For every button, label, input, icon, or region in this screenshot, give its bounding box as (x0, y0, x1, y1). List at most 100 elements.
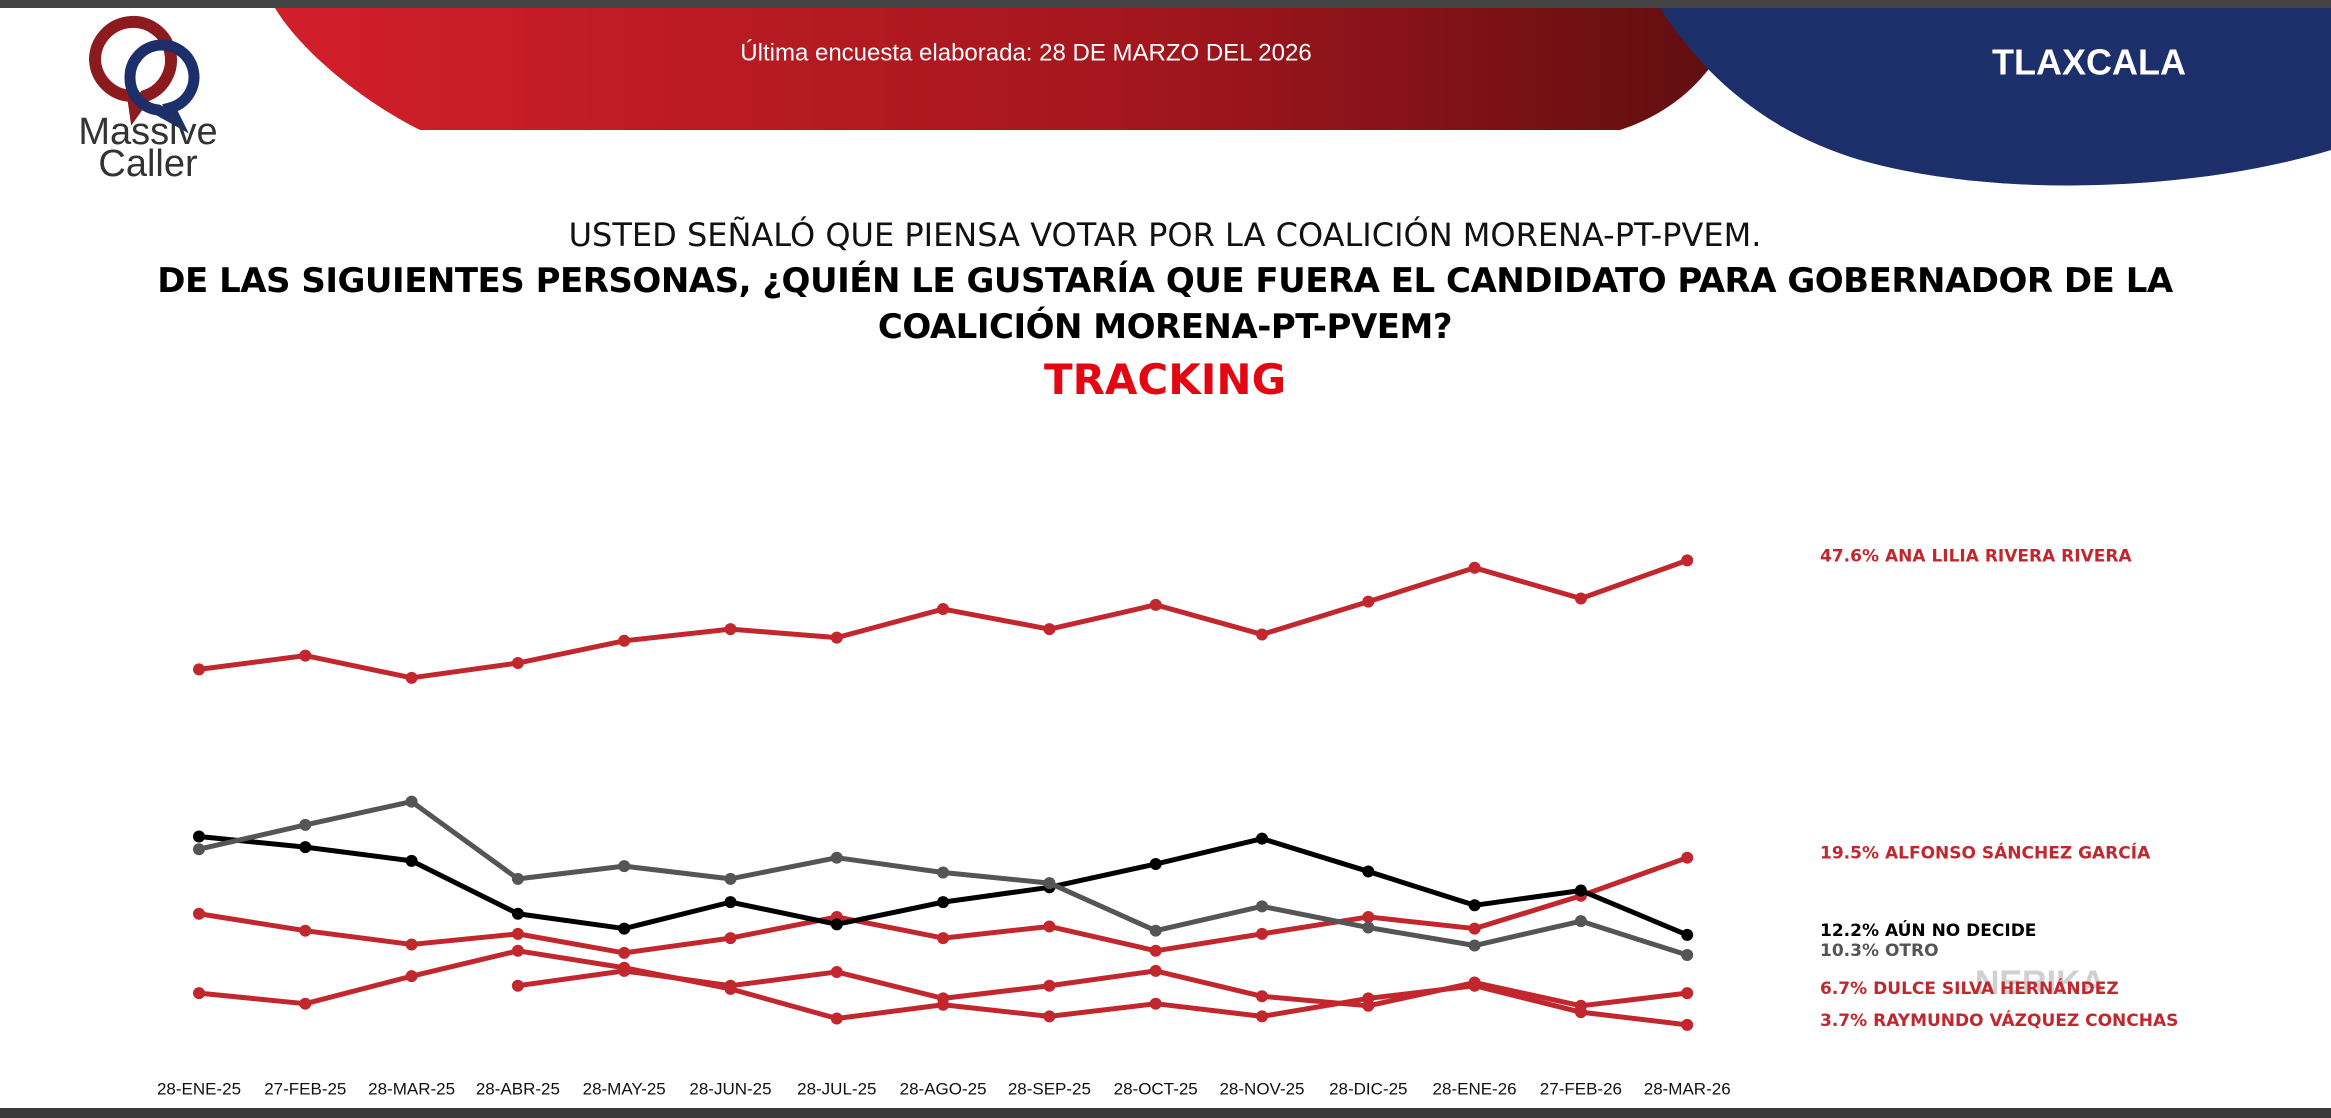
data-point (193, 663, 205, 676)
data-point (1681, 1018, 1694, 1031)
data-point (1256, 628, 1268, 641)
data-point (405, 795, 418, 808)
bottom-border (0, 1108, 2331, 1118)
x-tick-label: 28-MAR-25 (368, 1079, 455, 1098)
data-point (1149, 858, 1162, 871)
series-line (198, 834, 1689, 938)
data-point (1362, 992, 1375, 1005)
tracking-label: TRACKING (1043, 355, 1287, 404)
data-point (1468, 979, 1481, 992)
series-label: 10.3% OTRO (1820, 941, 1939, 961)
data-point (1043, 1010, 1056, 1023)
data-point (618, 946, 631, 959)
series-line (198, 558, 1689, 681)
data-point (1574, 592, 1587, 605)
data-point (511, 979, 524, 992)
titles: USTED SEÑALÓ QUE PIENSA VOTAR POR LA COA… (115, 212, 2215, 410)
data-point (193, 907, 205, 920)
data-point (724, 982, 737, 995)
value-label: 12.2% (1820, 921, 1879, 941)
subtitle: USTED SEÑALÓ QUE PIENSA VOTAR POR LA COA… (568, 216, 1762, 254)
data-point (299, 997, 312, 1010)
data-point (1256, 927, 1268, 940)
legend-name: ANA LILIA RIVERA RIVERA (1885, 546, 2132, 566)
data-point (1149, 997, 1162, 1010)
logo-text: Massive (78, 111, 217, 153)
watermark: NERIKA (1975, 964, 2105, 1002)
value-label: 19.5% (1820, 844, 1879, 864)
data-point (193, 987, 205, 1000)
series-label: 12.2% AÚN NO DECIDE (1820, 919, 2036, 941)
data-point (724, 932, 737, 945)
data-point (1256, 900, 1268, 913)
legend-name: DULCE SILVA HERNÁNDEZ (1873, 977, 2119, 999)
data-point (1362, 865, 1375, 878)
x-tick-label: 28-OCT-25 (1114, 1079, 1198, 1098)
data-point (1043, 877, 1056, 890)
logo (88, 15, 200, 134)
data-point (1149, 944, 1162, 957)
data-point (1468, 899, 1481, 912)
x-tick-label: 28-SEP-25 (1008, 1079, 1091, 1098)
data-point (1149, 924, 1162, 937)
series-label: 47.6% ANA LILIA RIVERA RIVERA (1820, 546, 2132, 566)
chart-title: DE LAS SIGUIENTES PERSONAS, ¿QUIÉN LE GU… (157, 261, 2173, 347)
x-tick-label: 28-ENE-26 (1433, 1079, 1517, 1098)
legend-name: RAYMUNDO VÁZQUEZ CONCHAS (1873, 1009, 2178, 1031)
data-point (193, 843, 205, 856)
data-point (1043, 623, 1056, 636)
data-point (1681, 949, 1694, 962)
data-point (1681, 851, 1694, 864)
value-label: 3.7% (1820, 1011, 1867, 1031)
logo-bubble (88, 15, 177, 126)
series-line (198, 948, 1688, 1028)
state-name: TLAXCALA (1992, 42, 2186, 83)
data-point (299, 924, 312, 937)
blue-banner (1660, 8, 2331, 186)
x-tick-label: 27-FEB-25 (264, 1079, 346, 1098)
data-point (1043, 920, 1056, 933)
data-point (1574, 915, 1587, 928)
series-label: 6.7% DULCE SILVA HERNÁNDEZ (1820, 977, 2119, 999)
value-label: 10.3% (1820, 941, 1879, 961)
data-point (1149, 598, 1162, 611)
data-point (1043, 979, 1056, 992)
data-point (937, 603, 950, 616)
data-point (511, 907, 524, 920)
data-point (299, 649, 312, 662)
data-point (405, 938, 418, 951)
data-point (299, 841, 312, 854)
top-border (0, 0, 2331, 8)
legend-name: ALFONSO SÁNCHEZ GARCÍA (1885, 842, 2151, 864)
series-line (517, 968, 1688, 1009)
x-tick-label: 28-MAR-26 (1644, 1079, 1731, 1098)
red-banner (275, 8, 1740, 130)
data-point (937, 896, 950, 909)
data-point (1468, 939, 1481, 952)
data-point (511, 657, 524, 670)
data-point (724, 623, 737, 636)
series-label: 3.7% RAYMUNDO VÁZQUEZ CONCHAS (1820, 1009, 2178, 1031)
logo-bubble (124, 39, 200, 134)
data-point (618, 961, 631, 974)
data-point (1574, 884, 1587, 897)
data-point (830, 1012, 843, 1025)
data-point (1681, 928, 1694, 941)
data-point (1362, 595, 1375, 608)
series-label: 19.5% ALFONSO SÁNCHEZ GARCÍA (1820, 842, 2151, 864)
data-point (1362, 921, 1375, 934)
data-point (618, 860, 631, 873)
data-point (299, 818, 312, 831)
data-point (1256, 1010, 1268, 1023)
x-tick-label: 28-AGO-25 (900, 1079, 987, 1098)
data-point (830, 918, 843, 931)
x-tick-label: 28-MAY-25 (583, 1079, 666, 1098)
data-point (618, 922, 631, 935)
data-point (937, 932, 950, 945)
data-point (830, 965, 843, 978)
x-tick-label: 28-ABR-25 (476, 1079, 560, 1098)
data-point (1256, 832, 1268, 845)
data-point (1681, 987, 1694, 1000)
